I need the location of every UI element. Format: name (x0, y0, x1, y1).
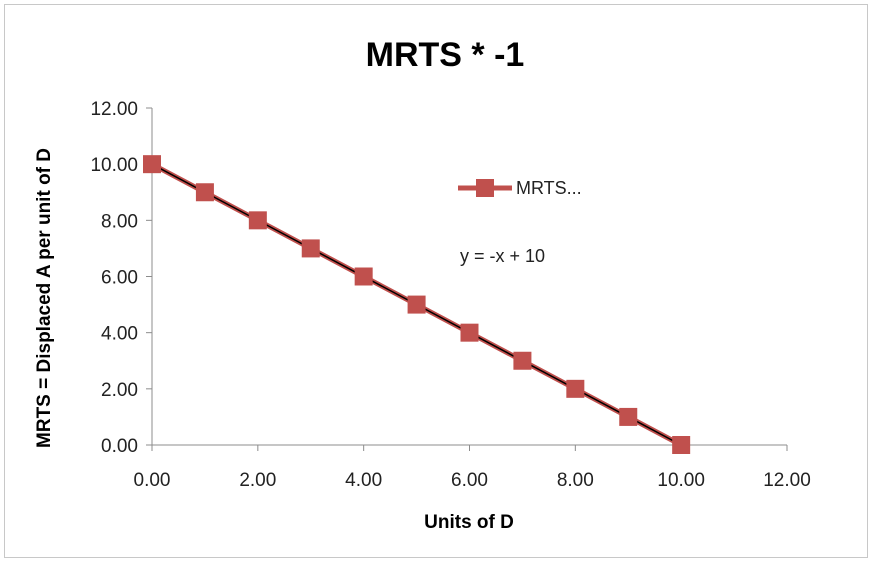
axes (151, 108, 787, 446)
y-tick-label: 2.00 (101, 380, 138, 401)
data-point (301, 239, 320, 258)
data-point (248, 211, 267, 230)
y-tick-label: 0.00 (101, 436, 138, 457)
y-axis-title: MRTS = Displaced A per unit of D (34, 148, 55, 448)
y-tick-label: 6.00 (101, 268, 138, 289)
legend-marker-swatch (476, 179, 494, 197)
data-point (566, 379, 585, 398)
chart-title: MRTS * -1 (366, 36, 525, 74)
y-tick-label: 12.00 (90, 99, 138, 120)
data-point (460, 323, 479, 342)
series-markers (143, 155, 691, 454)
x-tick-label: 2.00 (239, 470, 276, 491)
y-tick-label: 10.00 (90, 155, 138, 176)
legend: MRTS... (458, 178, 582, 198)
data-point (143, 155, 161, 174)
x-tick-label: 6.00 (451, 470, 488, 491)
data-point (619, 407, 638, 426)
chart-frame (4, 4, 868, 558)
data-point (407, 295, 426, 314)
x-tick-label: 12.00 (763, 470, 811, 491)
data-point (354, 267, 373, 286)
x-tick-label: 0.00 (134, 470, 171, 491)
trendline-equation: y = -x + 10 (460, 246, 545, 266)
x-ticks: 0.00 2.00 4.00 6.00 8.00 10.00 12.00 (134, 445, 811, 491)
data-point (513, 351, 532, 370)
data-point (672, 436, 691, 454)
x-axis-title: Units of D (424, 512, 514, 533)
x-tick-label: 8.00 (557, 470, 594, 491)
x-tick-label: 10.00 (657, 470, 705, 491)
y-tick-label: 8.00 (101, 211, 138, 232)
x-tick-label: 4.00 (345, 470, 382, 491)
data-point (195, 183, 214, 202)
y-ticks: 0.00 2.00 4.00 6.00 8.00 10.00 12.00 (90, 99, 152, 457)
legend-label: MRTS... (516, 178, 582, 198)
y-tick-label: 4.00 (101, 324, 138, 345)
